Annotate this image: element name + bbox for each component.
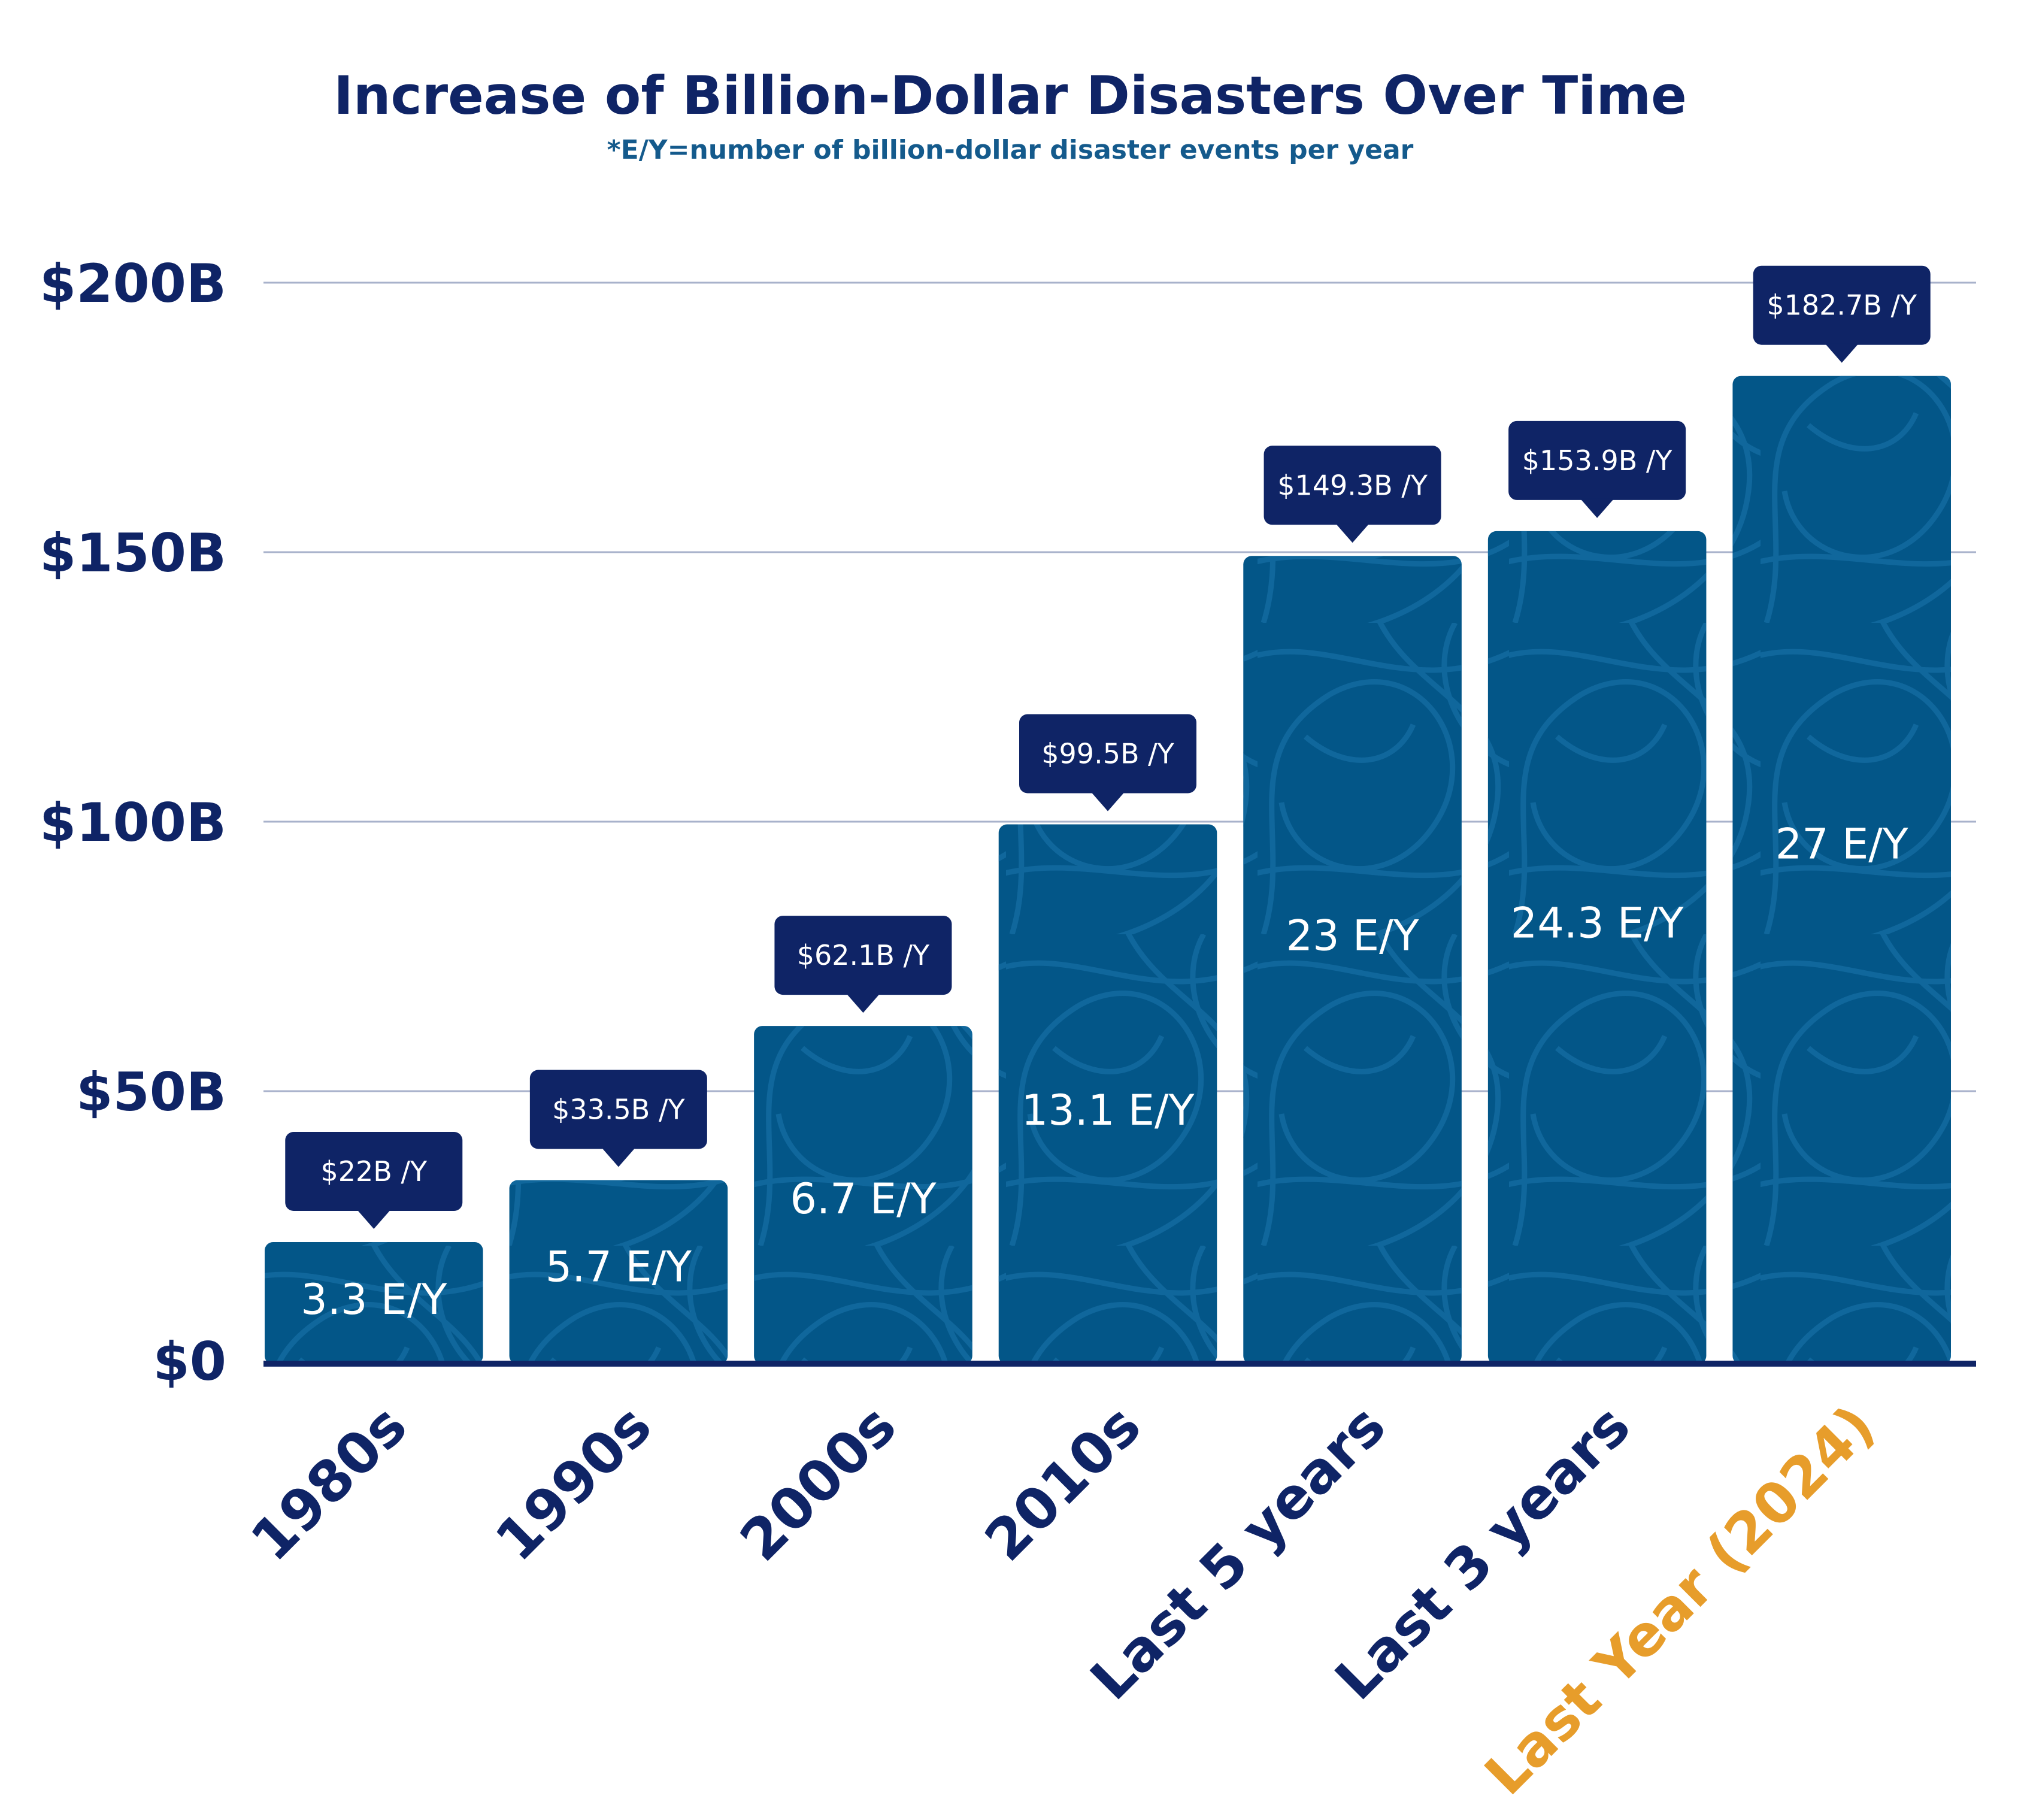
- bar-value-label: $153.9B /Y: [1522, 444, 1673, 477]
- bar-events-label: 6.7 E/Y: [790, 1174, 936, 1224]
- callout-box: [285, 1132, 463, 1211]
- y-axis-tick-labels: $0 $50B $100B $150B $200B: [40, 253, 226, 1392]
- bar-texture: [754, 1026, 972, 1364]
- bar-value-label: $182.7B /Y: [1767, 289, 1917, 322]
- chart-title: Increase of Billion-Dollar Disasters Ove…: [334, 65, 1687, 126]
- bar-value-label: $33.5B /Y: [552, 1094, 685, 1126]
- value-callouts: $22B /Y $33.5B /Y $62.1B /Y $99.5B /Y $149.3…: [285, 265, 1931, 1229]
- callout-pointer: [1335, 523, 1369, 543]
- bar-value-label: $99.5B /Y: [1041, 738, 1174, 770]
- value-callout: $149.3B /Y: [1263, 446, 1441, 543]
- bar-texture: [509, 1180, 728, 1364]
- bar-value-label: $62.1B /Y: [797, 939, 930, 971]
- bar-group: 27 E/Y: [1732, 375, 1951, 1365]
- x-tick-label: 1990s: [483, 1393, 664, 1574]
- x-tick-label: 1980s: [239, 1393, 420, 1574]
- value-callout: $182.7B /Y: [1753, 265, 1931, 363]
- bar-value-label: $22B /Y: [320, 1155, 427, 1188]
- bar-group: 3.3 E/Y: [265, 1242, 483, 1364]
- value-callout: $153.9B /Y: [1508, 420, 1686, 518]
- value-callout: $99.5B /Y: [1019, 714, 1196, 811]
- value-callout: $33.5B /Y: [529, 1070, 707, 1167]
- y-tick-label: $50B: [76, 1061, 226, 1123]
- bar-value-label: $149.3B /Y: [1277, 469, 1428, 501]
- bar-texture: [1243, 556, 1462, 1364]
- bar-texture: [1732, 375, 1951, 1365]
- bar-group: 13.1 E/Y: [998, 824, 1217, 1364]
- bar-group: 23 E/Y: [1243, 556, 1462, 1364]
- callout-box: [1753, 265, 1931, 345]
- x-tick-label: 2000s: [728, 1393, 909, 1574]
- x-tick-label: 2010s: [973, 1393, 1154, 1574]
- y-tick-label: $0: [153, 1331, 226, 1392]
- bars: 3.3 E/Y 5.7 E/Y 6.7 E/Y 13.1 E/Y 23 E/Y 24.3 …: [265, 375, 1951, 1365]
- value-callout: $62.1B /Y: [774, 916, 952, 1013]
- chart-subtitle: *E/Y=number of billion-dollar disaster e…: [607, 135, 1414, 165]
- callout-pointer: [601, 1147, 635, 1167]
- callout-box: [1019, 714, 1196, 794]
- bar-events-label: 24.3 E/Y: [1511, 899, 1684, 948]
- bar-group: 5.7 E/Y: [509, 1180, 728, 1364]
- callout-pointer: [1825, 343, 1859, 363]
- bar-events-label: 3.3 E/Y: [301, 1275, 447, 1324]
- bar-texture: [998, 824, 1217, 1364]
- callout-pointer: [1580, 498, 1614, 518]
- bar-events-label: 5.7 E/Y: [546, 1242, 692, 1291]
- y-tick-label: $150B: [40, 522, 226, 584]
- y-tick-label: $100B: [40, 792, 226, 853]
- callout-pointer: [846, 994, 880, 1013]
- y-tick-label: $200B: [40, 253, 226, 314]
- callout-box: [1508, 420, 1686, 500]
- bar-events-label: 27 E/Y: [1775, 819, 1908, 868]
- bar-texture: [265, 1242, 483, 1364]
- bar-group: 6.7 E/Y: [754, 1026, 972, 1364]
- bar-texture: [1487, 531, 1707, 1364]
- value-callout: $22B /Y: [285, 1132, 463, 1229]
- callout-pointer: [1091, 792, 1125, 811]
- callout-box: [1263, 446, 1441, 525]
- bar-group: 24.3 E/Y: [1487, 531, 1707, 1364]
- callout-pointer: [357, 1210, 391, 1229]
- bar-events-label: 13.1 E/Y: [1022, 1086, 1195, 1135]
- callout-box: [774, 916, 952, 995]
- callout-box: [529, 1070, 707, 1149]
- bar-events-label: 23 E/Y: [1286, 911, 1419, 961]
